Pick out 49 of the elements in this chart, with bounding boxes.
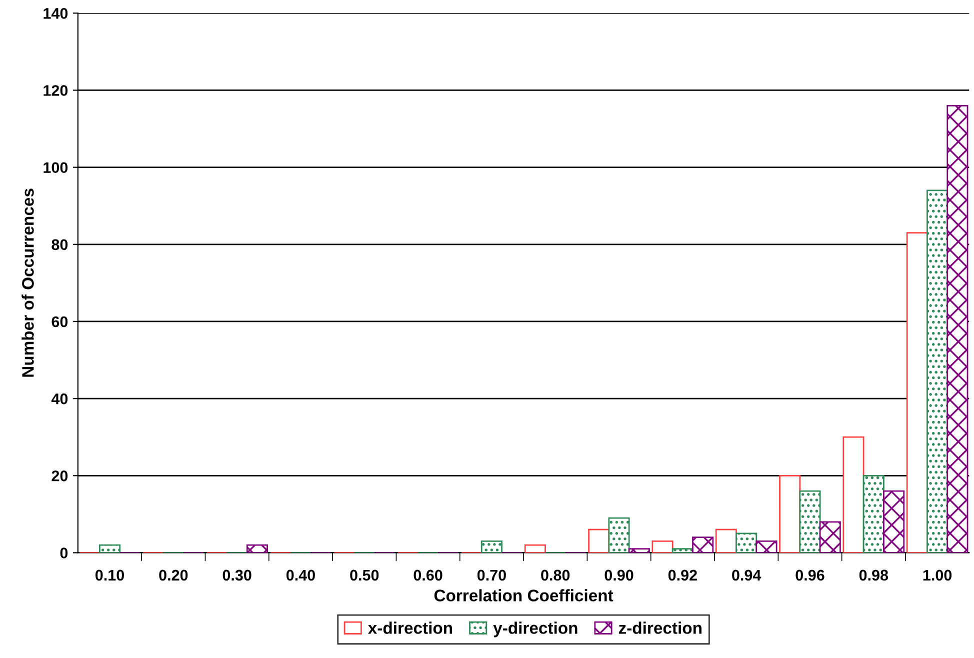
legend-label: x-direction xyxy=(368,622,452,634)
bar xyxy=(524,544,546,553)
x-tick-label: 0.50 xyxy=(350,570,379,581)
x-axis-title: Correlation Coefficient xyxy=(434,589,614,602)
x-tick-label: 0.94 xyxy=(732,570,762,581)
x-tick-label: 0.10 xyxy=(95,570,124,581)
bar xyxy=(906,232,928,553)
x-tick-label: 0.90 xyxy=(604,570,634,581)
bar xyxy=(588,528,610,553)
bar xyxy=(799,490,821,553)
bar xyxy=(608,517,630,553)
x-tick-label: 0.80 xyxy=(541,570,570,581)
bar xyxy=(480,540,502,553)
bar xyxy=(819,521,841,553)
bar xyxy=(715,528,737,553)
x-tick-label: 0.60 xyxy=(414,570,442,581)
bar xyxy=(756,540,778,553)
y-axis-title: Number of Occurrences xyxy=(22,188,34,377)
x-tick-label: 0.96 xyxy=(796,570,824,581)
bar xyxy=(652,540,674,553)
x-tick-label: 0.98 xyxy=(859,570,888,581)
x-tick-label: 0.70 xyxy=(477,570,506,581)
bar xyxy=(98,544,121,553)
bar xyxy=(883,490,905,553)
y-tick-label: 140 xyxy=(44,8,68,19)
bar xyxy=(672,548,694,553)
x-tick-label: 0.92 xyxy=(668,570,697,581)
bar xyxy=(246,544,268,553)
y-tick-label: 60 xyxy=(52,316,68,328)
bar xyxy=(926,190,948,553)
y-tick-label: 20 xyxy=(52,470,68,482)
bar xyxy=(946,104,968,553)
legend-label: z-direction xyxy=(618,622,702,634)
bar xyxy=(692,536,714,553)
x-tick-label: 1.00 xyxy=(923,570,952,581)
bar xyxy=(862,474,884,553)
y-tick-label: 0 xyxy=(60,548,68,558)
bar xyxy=(628,548,650,553)
x-tick-label: 0.20 xyxy=(159,570,188,581)
bar xyxy=(842,436,864,553)
y-tick-label: 120 xyxy=(44,85,68,96)
bar xyxy=(736,532,758,553)
x-tick-label: 0.40 xyxy=(286,570,315,581)
y-tick-label: 100 xyxy=(44,162,68,174)
bar xyxy=(779,474,801,553)
legend-label: y-direction xyxy=(493,622,578,638)
x-tick-label: 0.30 xyxy=(222,570,252,581)
y-tick-label: 40 xyxy=(51,393,68,404)
y-tick-label: 80 xyxy=(52,239,68,250)
